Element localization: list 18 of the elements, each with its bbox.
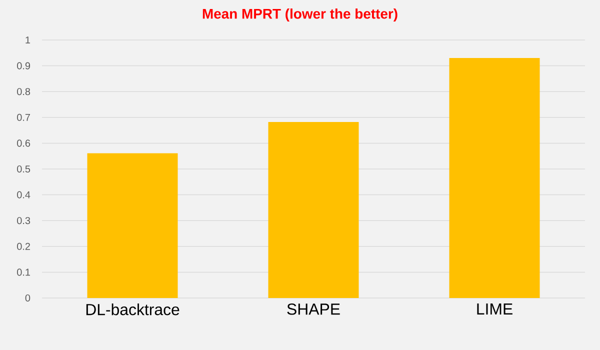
y-tick-label: 0.8: [17, 88, 30, 96]
y-tick-label: 0.5: [17, 165, 30, 173]
y-tick-label: 0.7: [17, 114, 30, 121]
bar: [87, 153, 178, 298]
y-tick-label: 0.6: [17, 140, 30, 147]
x-tick-label: SHAPE: [287, 304, 340, 315]
y-tick-label: 0.1: [17, 268, 30, 276]
bar: [268, 122, 359, 298]
y-tick-label: 1: [26, 36, 30, 44]
x-tick-label: LIME: [477, 304, 512, 314]
bar: [449, 58, 540, 298]
y-tick-label: 0.3: [17, 217, 30, 224]
y-tick-label: 0.4: [17, 191, 30, 198]
y-tick-label: 0.2: [17, 242, 30, 250]
x-tick-label: DL-backtrace: [86, 304, 180, 316]
chart-title: Mean MPRT (lower the better): [202, 8, 398, 22]
y-tick-label: 0: [25, 294, 30, 302]
y-tick-label: 0.9: [17, 62, 30, 70]
